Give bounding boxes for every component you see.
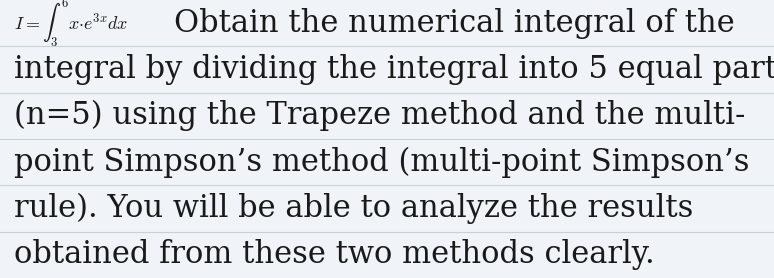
Text: point Simpson’s method (multi-point Simpson’s: point Simpson’s method (multi-point Simp… <box>14 147 749 178</box>
Text: integral by dividing the integral into 5 equal parts: integral by dividing the integral into 5… <box>14 54 774 85</box>
Text: rule). You will be able to analyze the results: rule). You will be able to analyze the r… <box>14 193 694 224</box>
Text: (n=5) using the Trapeze method and the multi-: (n=5) using the Trapeze method and the m… <box>14 100 745 131</box>
Text: Obtain the numerical integral of the: Obtain the numerical integral of the <box>174 8 735 39</box>
Text: obtained from these two methods clearly.: obtained from these two methods clearly. <box>14 239 655 270</box>
Text: $I=\int_{3}^{6}x{\cdot}e^{3x}dx$: $I=\int_{3}^{6}x{\cdot}e^{3x}dx$ <box>14 0 128 49</box>
